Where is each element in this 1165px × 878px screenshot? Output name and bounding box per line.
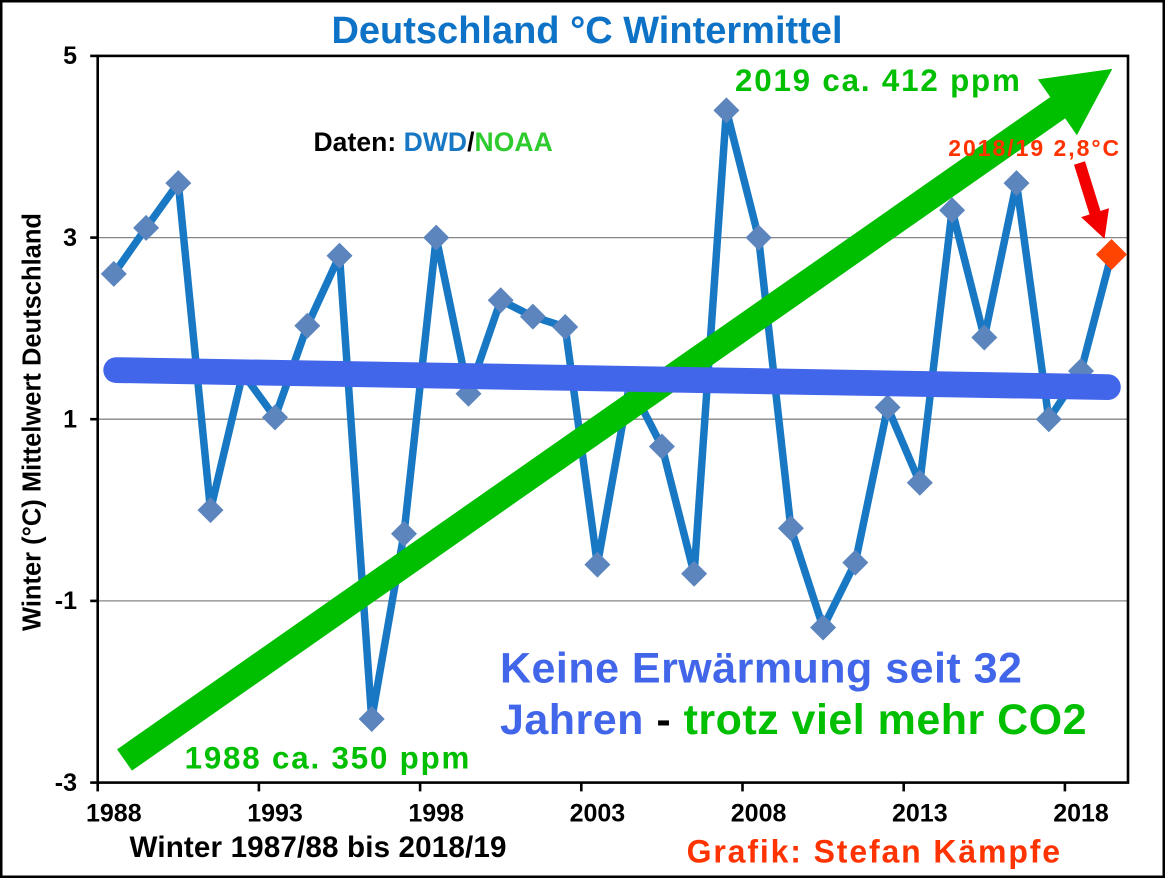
svg-text:-1: -1 xyxy=(55,587,77,615)
svg-text:-3: -3 xyxy=(55,769,77,797)
svg-text:2013: 2013 xyxy=(892,799,948,827)
svg-text:Winter 1987/88 bis 2018/19: Winter 1987/88 bis 2018/19 xyxy=(130,831,507,864)
svg-text:1: 1 xyxy=(63,406,77,434)
svg-text:3: 3 xyxy=(63,224,77,252)
svg-text:Deutschland °C Wintermittel: Deutschland °C Wintermittel xyxy=(331,10,842,52)
svg-text:2019 ca. 412 ppm: 2019 ca. 412 ppm xyxy=(735,63,1022,98)
svg-text:Grafik: Stefan Kämpfe: Grafik: Stefan Kämpfe xyxy=(687,834,1062,870)
svg-text:1988: 1988 xyxy=(86,799,142,827)
svg-text:Daten: DWD/NOAA: Daten: DWD/NOAA xyxy=(314,127,553,157)
svg-text:1988 ca. 350 ppm: 1988 ca. 350 ppm xyxy=(185,741,472,776)
svg-text:1993: 1993 xyxy=(247,799,303,827)
svg-text:Keine Erwärmung seit 32: Keine Erwärmung seit 32 xyxy=(500,645,1022,693)
svg-text:Winter (°C) Mittelwert Deutsch: Winter (°C) Mittelwert Deutschland xyxy=(19,213,47,631)
svg-text:1998: 1998 xyxy=(408,799,464,827)
svg-text:5: 5 xyxy=(63,42,77,70)
svg-text:2003: 2003 xyxy=(570,799,626,827)
svg-text:2008: 2008 xyxy=(731,799,787,827)
svg-text:2018/19 2,8°C: 2018/19 2,8°C xyxy=(948,135,1121,161)
svg-text:Jahren - trotz viel mehr CO2: Jahren - trotz viel mehr CO2 xyxy=(500,696,1087,744)
svg-text:2018: 2018 xyxy=(1053,799,1109,827)
